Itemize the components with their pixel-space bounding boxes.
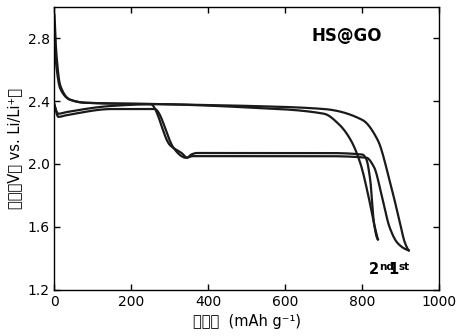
Y-axis label: 电压（V， vs. Li/Li⁺）: 电压（V， vs. Li/Li⁺）: [7, 88, 22, 209]
Text: st: st: [397, 262, 408, 272]
Text: nd: nd: [378, 262, 393, 272]
X-axis label: 比容量  (mAh g⁻¹): 比容量 (mAh g⁻¹): [193, 314, 300, 329]
Text: 2: 2: [368, 262, 378, 277]
Text: HS@GO: HS@GO: [311, 27, 382, 45]
Text: 1: 1: [387, 262, 397, 277]
